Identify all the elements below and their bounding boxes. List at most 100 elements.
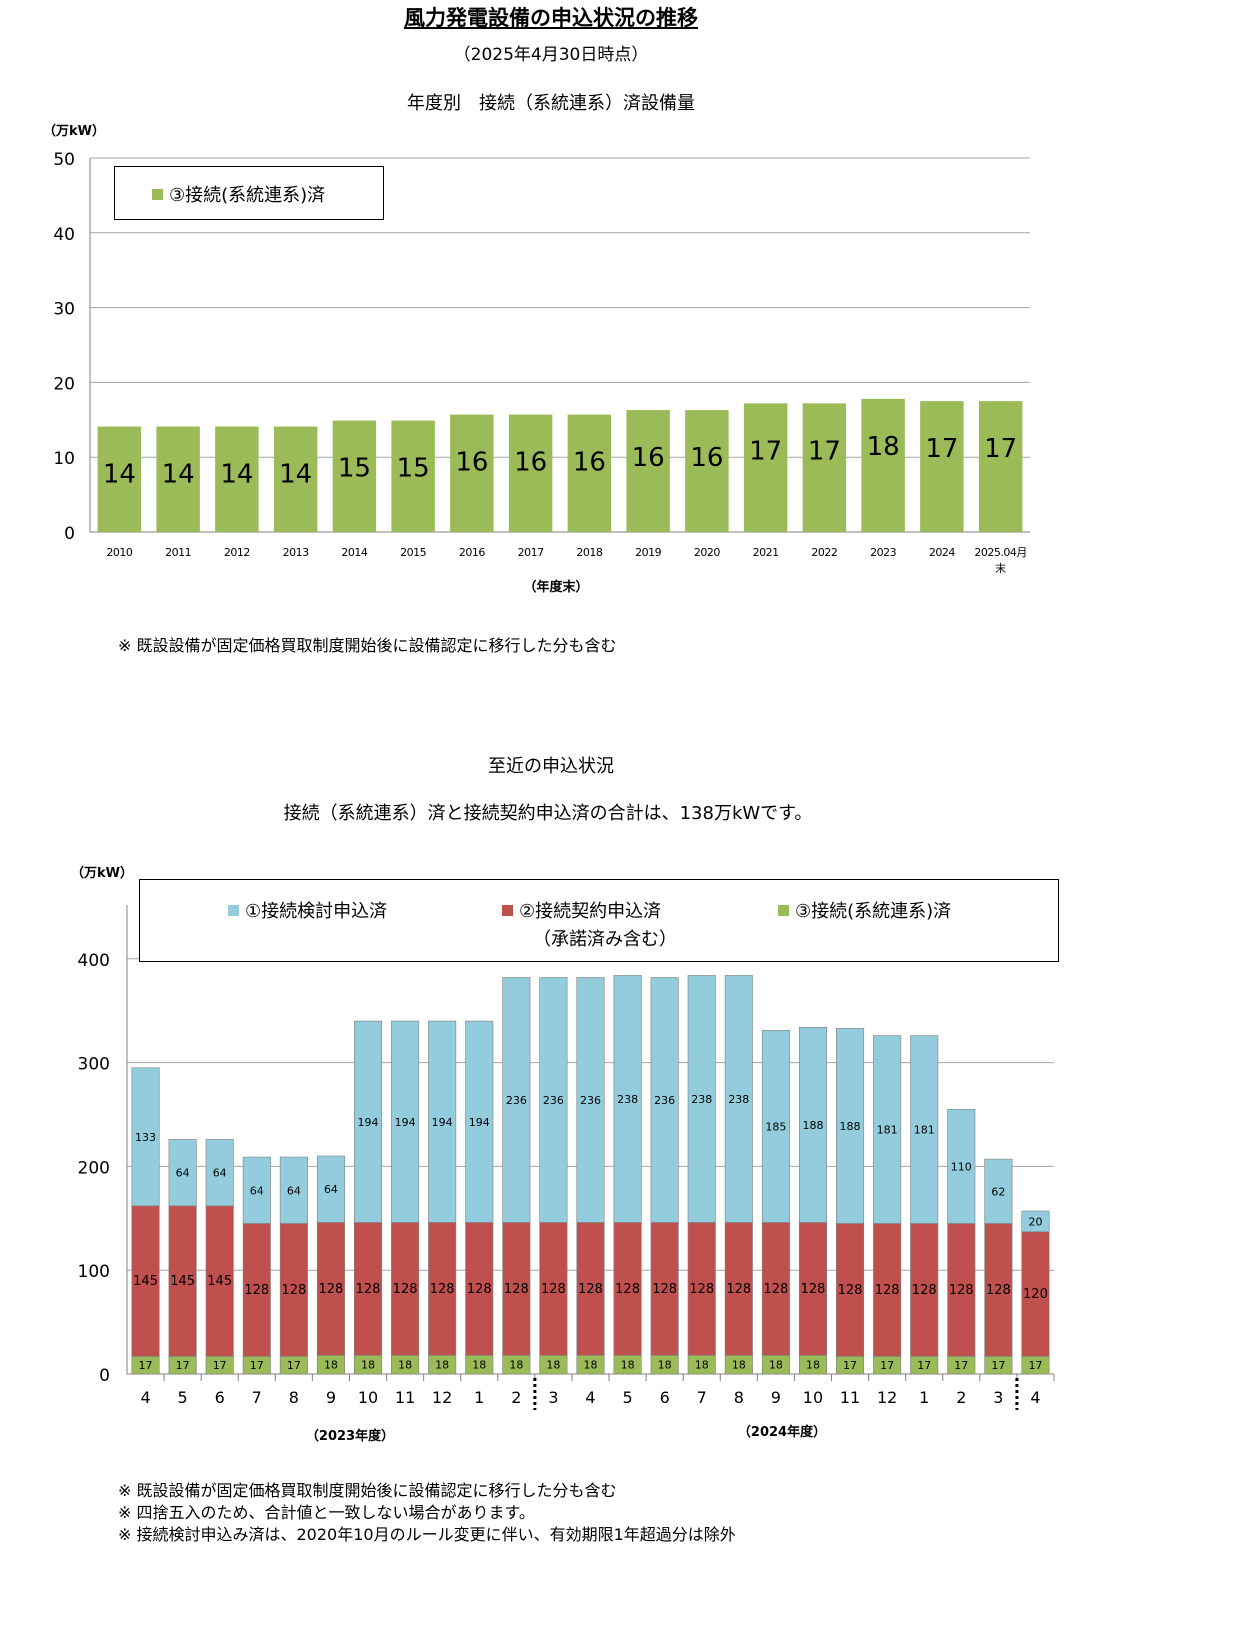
chart2-label-contract: 128 (319, 1282, 344, 1297)
chart2-label-review: 64 (213, 1167, 227, 1180)
chart1-bar (508, 414, 553, 532)
chart2-label-review: 194 (395, 1116, 416, 1129)
chart2-x-tick-label: 1 (919, 1388, 929, 1407)
chart2-label-contract: 128 (801, 1282, 826, 1297)
chart1-bar (567, 414, 612, 532)
chart2-y-tick-label: 300 (78, 1055, 110, 1075)
chart2-label-review: 236 (580, 1094, 601, 1107)
chart2-bar-review (316, 1155, 345, 1223)
chart1-bar (685, 410, 729, 532)
chart1-legend: ③接続(系統連系)済 (114, 166, 384, 220)
chart2-x-tick-label: 12 (877, 1388, 897, 1407)
chart2-label-review: 64 (324, 1183, 338, 1196)
chart2-bar-contract (910, 1223, 939, 1357)
chart2-x-tick-label: 12 (432, 1388, 452, 1407)
chart2-bar-review (242, 1156, 271, 1224)
chart2-label-contract: 128 (652, 1282, 677, 1297)
chart2-bar-contract (242, 1223, 271, 1357)
chart2-bar-contract (576, 1222, 605, 1356)
chart2-x-tick-label: 3 (993, 1388, 1003, 1407)
chart1-bar (391, 420, 435, 532)
chart2-x-tick-label: 7 (252, 1388, 262, 1407)
chart1-bar (215, 426, 259, 532)
legend-label-contract-sub: （承諾済み含む） (533, 929, 677, 950)
chart2-label-connected: 17 (880, 1359, 894, 1372)
chart2-bar-review (354, 1020, 383, 1223)
chart1-y-tick-label: 30 (53, 300, 75, 320)
chart2-label-connected: 17 (991, 1359, 1005, 1372)
chart2-x-tick-label: 9 (326, 1388, 336, 1407)
chart2-note-3: ※ 接続検討申込み済は、2020年10月のルール変更に伴い、有効期限1年超過分は… (118, 1525, 736, 1544)
chart1-bar (920, 401, 964, 532)
chart2-label-connected: 18 (658, 1359, 672, 1372)
chart2-label-contract: 128 (912, 1283, 937, 1298)
chart1-bar-label: 14 (162, 460, 195, 490)
chart1-x-tick-label-line2: 末 (995, 561, 1006, 575)
chart2-label-contract: 145 (133, 1274, 158, 1289)
chart2-label-contract: 128 (986, 1283, 1011, 1298)
chart1-bar-label: 17 (984, 434, 1017, 464)
chart2-label-contract: 128 (244, 1283, 269, 1298)
chart2-label-review: 194 (358, 1116, 379, 1129)
chart2-title: 至近の申込状況 (488, 756, 614, 777)
chart2-y-tick-label: 0 (99, 1366, 110, 1386)
chart2-notes: ※ 既設設備が固定価格買取制度開始後に設備認定に移行した分も含む ※ 四捨五入の… (118, 1480, 736, 1546)
chart1-y-unit: （万kW） (43, 124, 105, 139)
chart1-x-tick-label: 2023 (870, 546, 896, 559)
chart1-bar (626, 410, 670, 532)
chart2-label-connected: 18 (361, 1359, 375, 1372)
legend-label-review: ①接続検討申込済 (245, 901, 388, 922)
chart2-label-connected: 17 (250, 1359, 264, 1372)
chart2-label-review: 64 (176, 1167, 190, 1180)
chart2-bar-review (1021, 1210, 1050, 1233)
chart2-label-connected: 18 (621, 1359, 635, 1372)
page-title: 風力発電設備の申込状況の推移 (404, 6, 698, 30)
chart2-bar-contract (798, 1222, 827, 1356)
chart1-bar-label: 14 (279, 460, 312, 490)
chart1-bar-label: 16 (573, 448, 606, 478)
chart2-label-review: 20 (1028, 1215, 1042, 1228)
chart2-bar-contract (168, 1205, 197, 1357)
chart2-label-contract: 128 (541, 1282, 566, 1297)
chart2-label-connected: 17 (954, 1359, 968, 1372)
chart2-bar-review (576, 977, 605, 1223)
chart2-label-connected: 18 (509, 1359, 523, 1372)
chart2-y-tick-label: 400 (78, 951, 110, 971)
chart2-bar-contract (391, 1222, 420, 1356)
chart2-label-contract: 128 (393, 1282, 418, 1297)
chart1-bar-label: 15 (397, 454, 430, 484)
chart2-bar-contract (836, 1223, 865, 1357)
chart2-label-connected: 18 (695, 1359, 709, 1372)
chart2-y-unit: （万kW） (71, 866, 133, 881)
chart2-label-connected: 17 (1028, 1359, 1042, 1372)
chart2-note-2: ※ 四捨五入のため、合計値と一致しない場合があります。 (118, 1503, 535, 1522)
as-of-date: （2025年4月30日時点） (453, 45, 649, 65)
chart1-bar (273, 426, 318, 532)
chart2-x-tick-label: 5 (178, 1388, 188, 1407)
chart1-bar-label: 14 (103, 460, 136, 490)
chart2-label-connected: 18 (769, 1359, 783, 1372)
chart1-bar-label: 17 (925, 434, 958, 464)
legend-label-contract: ②接続契約申込済 (519, 901, 662, 922)
chart2-bar-contract (279, 1223, 308, 1357)
chart2-label-contract: 145 (207, 1274, 232, 1289)
chart2-label-connected: 18 (398, 1359, 412, 1372)
chart1-title: 年度別 接続（系統連系）済設備量 (407, 93, 695, 114)
chart2-bar-contract (761, 1222, 790, 1356)
chart2-label-review: 181 (877, 1124, 898, 1137)
chart2-x-tick-label: 11 (840, 1388, 860, 1407)
chart2-bar-contract (687, 1222, 716, 1356)
chart2-label-contract: 128 (615, 1282, 640, 1297)
legend-swatch-review (228, 905, 239, 916)
chart2-bar-contract (465, 1222, 494, 1356)
legend-label-connected: ③接続(系統連系)済 (169, 185, 326, 206)
chart1-x-tick-label: 2010 (106, 546, 132, 559)
chart1-bar (97, 426, 142, 532)
chart1-bar (332, 420, 377, 532)
chart2-bar-contract (428, 1222, 457, 1356)
chart2-bar-review (205, 1139, 234, 1207)
chart2-bar-contract (650, 1222, 679, 1356)
chart1-x-tick-label: 2012 (224, 546, 250, 559)
chart1-x-tick-label: 2019 (635, 546, 661, 559)
chart2-label-review: 238 (691, 1093, 712, 1106)
